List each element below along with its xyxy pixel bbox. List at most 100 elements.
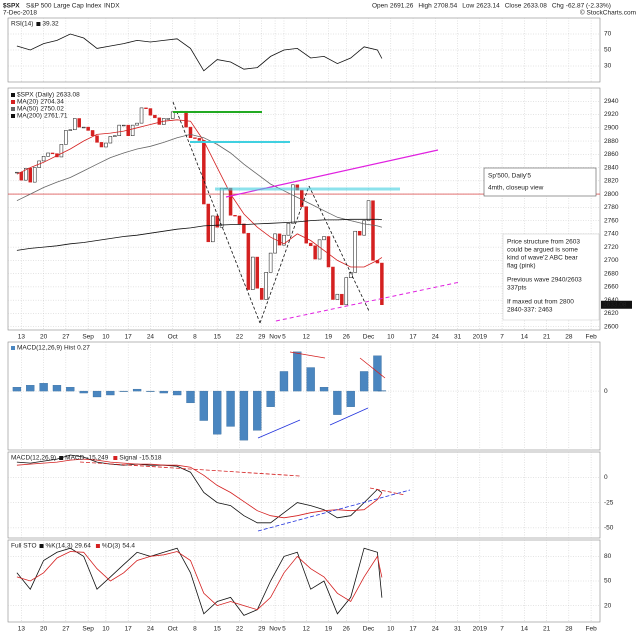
candle [237, 215, 242, 225]
divergence-line [257, 419, 301, 439]
x-tick-label: Nov [269, 626, 281, 633]
candle [157, 117, 162, 125]
y-tick-label: 2820 [604, 178, 619, 185]
x-tick-label: 15 [214, 626, 222, 633]
candle [144, 107, 148, 109]
panel: 0 MACD(12,26,9) Hist 0.27 [7, 341, 608, 451]
candle [380, 262, 384, 306]
candle [317, 239, 322, 260]
note-text: 2840-337: 2463 [507, 307, 553, 314]
candle [108, 136, 113, 144]
candle [139, 107, 144, 124]
note-text: kind of wave'2 ABC bear [507, 255, 578, 262]
legend-swatch [11, 107, 15, 111]
y-tick-label: 50 [604, 47, 612, 54]
x-tick-label: 7 [500, 626, 504, 633]
y-tick-label: 2700 [604, 257, 619, 264]
series-line [16, 458, 383, 519]
histogram-bar [359, 371, 369, 392]
legend-value: 0.27 [77, 345, 90, 352]
series-line [16, 551, 383, 611]
candle [255, 256, 260, 289]
legend-name: %D(3) [102, 543, 120, 550]
y-tick-label: 2900 [604, 124, 619, 131]
candle [193, 137, 197, 139]
candle [202, 140, 206, 205]
y-tick-label: 2860 [604, 151, 619, 158]
quote-label: High [418, 3, 432, 10]
x-tick-label: 29 [258, 626, 266, 633]
panel-frame [7, 87, 601, 331]
abc-line [172, 101, 261, 324]
legend-swatch [11, 93, 15, 97]
y-tick-label: 2640 [604, 297, 619, 304]
candle [273, 233, 277, 254]
quote-value: -62.87 (-2.33%) [566, 3, 611, 10]
candle [188, 126, 193, 138]
header: $SPX S&P 500 Large Cap Index INDX 7-Dec-… [3, 3, 636, 17]
x-tick-label: 28 [565, 626, 573, 633]
y-tick-label: 2840 [604, 164, 619, 171]
note-text: Price structure from 2603 [507, 239, 580, 246]
divergence-line [79, 461, 301, 477]
histogram-bar [377, 390, 387, 392]
histogram-bar [132, 388, 142, 392]
y-tick-label: 70 [604, 31, 612, 38]
candle [170, 111, 175, 119]
y-tick-label: 2680 [604, 270, 619, 277]
legend-swatch [11, 100, 15, 104]
candle [344, 277, 349, 306]
note-text: If maxed out from 2800 [507, 299, 574, 306]
y-tick-label: 2740 [604, 231, 619, 238]
legend-name: MA(200) [17, 113, 42, 120]
histogram-bar [199, 390, 208, 421]
candle [371, 200, 375, 261]
histogram-bar [159, 390, 168, 394]
y-tick-label: 30 [604, 63, 612, 70]
divergence-line [289, 351, 326, 359]
legend-swatch [36, 22, 41, 26]
candle [304, 206, 308, 244]
legend-swatch [113, 456, 118, 460]
y-tick-label: 50 [604, 578, 612, 585]
candle [340, 293, 344, 306]
legend-value: 2633.08 [56, 92, 80, 99]
divergence-line [257, 489, 411, 532]
x-tick-label: 21 [543, 334, 551, 341]
candle [291, 184, 295, 224]
quote-value: 2691.26 [390, 3, 414, 10]
candle [86, 126, 90, 131]
symbol: $SPX [3, 3, 20, 10]
candle [264, 272, 268, 300]
legend-swatch [11, 346, 15, 350]
candle [113, 135, 117, 137]
panel: 13 20 27 Sep 10 17 24 Oct 8 15 22 29 Nov 5 12 19 26 Dec 10… [7, 87, 632, 341]
candle [313, 245, 317, 260]
x-tick-label: 19 [325, 334, 333, 341]
x-tick-label: Feb [585, 626, 597, 633]
quote-label: Low [462, 3, 474, 10]
x-tick-label: 10 [102, 334, 110, 341]
panel-frame [7, 451, 601, 539]
x-tick-label: 14 [521, 626, 529, 633]
price-tag [601, 300, 632, 309]
candle [233, 215, 237, 217]
histogram-bar [306, 367, 315, 392]
legend-name: MA(50) [17, 106, 38, 113]
quote-value: 2708.54 [434, 3, 458, 10]
candle [215, 215, 219, 228]
x-tick-label: 26 [343, 626, 351, 633]
callout-text: Sp'500, Daily'5 [488, 173, 531, 180]
histogram-bar [92, 390, 102, 398]
candle [335, 293, 340, 300]
candle [268, 252, 273, 273]
x-tick-label: 10 [387, 626, 395, 633]
x-tick-label: 22 [236, 626, 244, 633]
quote-label: Open [372, 3, 388, 10]
histogram-bar [39, 383, 48, 392]
y-tick-label: 2760 [604, 217, 619, 224]
histogram-bar [266, 390, 275, 407]
legend-value: 2750.02 [40, 106, 64, 113]
x-tick-label: Oct [168, 626, 178, 633]
x-tick-label: Oct [168, 334, 178, 341]
